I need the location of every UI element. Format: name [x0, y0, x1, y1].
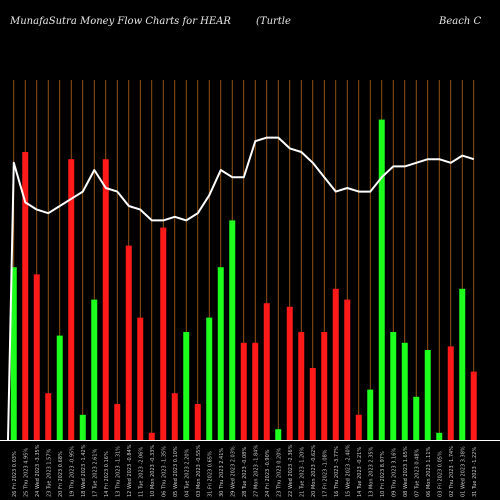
- money-flow-bar: [148, 432, 155, 440]
- x-tick-label: 23 Thu 2023 0.20%: [276, 448, 282, 497]
- x-tick-label: 20 Fri 2023 0.68%: [58, 451, 64, 497]
- money-flow-bar: [286, 306, 293, 440]
- money-flow-bar: [171, 393, 178, 440]
- x-tick-label: 03 Fri 2023 0.05%: [437, 451, 443, 497]
- x-tick-label: 25 Thu 2023 4.95%: [23, 448, 29, 497]
- money-flow-bar: [217, 267, 224, 440]
- x-tick-label: 10 Fri 2023 8.97%: [380, 451, 386, 497]
- money-flow-bar: [401, 342, 408, 440]
- money-flow-bar: [424, 350, 431, 440]
- x-tick-label: 30 Thu 2023 2.41%: [219, 448, 225, 497]
- x-tick-label: 01 Wed 2023 3.38%: [460, 446, 466, 497]
- x-tick-label: 31 Fri 2023 0.65%: [207, 451, 213, 497]
- money-flow-bar: [125, 245, 132, 440]
- money-flow-bar: [45, 393, 52, 440]
- money-flow-bar: [378, 119, 385, 440]
- x-tick-label: 22 Wed 2023 -2.36%: [288, 444, 294, 497]
- money-flow-bar: [114, 404, 121, 440]
- x-tick-label: 14 Tue 2023 -0.21%: [357, 447, 363, 497]
- x-tick-label: 26 Fri 2023 0.03%: [12, 451, 18, 497]
- x-tick-label: 09 Thu 2023 3.16%: [391, 448, 397, 497]
- x-tick-label: 04 Tue 2023 2.20%: [184, 448, 190, 497]
- x-tick-label: 19 Thu 2023 -0.95%: [69, 446, 75, 497]
- x-tick-label: 14 Fri 2023 0.16%: [104, 451, 110, 497]
- money-flow-bar: [436, 432, 443, 440]
- money-flow-bar: [229, 220, 236, 440]
- money-flow-bar: [447, 346, 454, 440]
- price-line: [7, 136, 475, 441]
- money-flow-bar: [344, 299, 351, 440]
- x-tick-label: 24 Wed 2023 -3.35%: [35, 444, 41, 497]
- x-tick-label: 24 Fri 2023 -0.90%: [265, 449, 271, 497]
- money-flow-bar: [194, 404, 201, 440]
- x-tick-label: 31 Tue 2023 -1.22%: [472, 447, 478, 497]
- x-tick-label: 28 Tue 2023 -0.08%: [242, 447, 248, 497]
- money-flow-bar: [390, 332, 397, 440]
- x-tick-label: 21 Tue 2023 -1.20%: [299, 447, 305, 497]
- money-flow-bar: [68, 159, 75, 440]
- money-flow-bar: [102, 159, 109, 440]
- money-flow-bar: [332, 288, 339, 440]
- money-flow-bar: [367, 389, 374, 440]
- chart-title: MunafaSutra Money Flow Charts for HEAR: [10, 16, 231, 27]
- x-tick-label: 18 Wed 2023 -1.42%: [81, 444, 87, 497]
- chart-title-company-tail: Beach C: [439, 16, 482, 27]
- money-flow-bar: [275, 429, 282, 440]
- x-tick-label: 06 Thu 2023 -1.35%: [161, 446, 167, 497]
- money-flow-bar: [309, 368, 316, 440]
- money-flow-bar: [183, 332, 190, 440]
- money-flow-bar: [252, 342, 259, 440]
- money-flow-bar: [10, 267, 17, 440]
- x-tick-label: 17 Fri 2023 -1.08%: [322, 449, 328, 497]
- money-flow-bar: [240, 342, 247, 440]
- x-tick-label: 17 Tue 2023 2.61%: [92, 448, 98, 497]
- money-flow-bar: [413, 396, 420, 440]
- x-tick-label: 10 Mon 2023 -0.33%: [150, 445, 156, 497]
- x-tick-label: 23 Tue 2023 1.57%: [46, 448, 52, 497]
- x-tick-label: 03 Mon 2023 -0.55%: [196, 445, 202, 497]
- money-flow-bar: [137, 317, 144, 440]
- chart-title-company: (Turtle: [256, 16, 291, 27]
- x-tick-label: 13 Mon 2023 2.35%: [368, 446, 374, 497]
- x-tick-label: 29 Wed 2023 2.03%: [230, 446, 236, 497]
- x-tick-label: 11 Tue 2023 -2.06%: [138, 447, 144, 497]
- money-flow-bar: [91, 299, 98, 440]
- x-tick-label: 13 Thu 2023 -1.31%: [115, 446, 121, 497]
- x-tick-label: 15 Wed 2023 -2.40%: [345, 444, 351, 497]
- money-flow-bar: [79, 414, 86, 440]
- x-tick-label: 08 Wed 2023 1.65%: [403, 446, 409, 497]
- x-tick-label: 27 Mon 2023 -1.84%: [253, 445, 259, 497]
- money-flow-bar: [470, 371, 477, 440]
- money-flow-bar: [56, 335, 63, 440]
- money-flow-bar: [355, 414, 362, 440]
- money-flow-bar: [459, 288, 466, 440]
- money-flow-bar: [321, 332, 328, 440]
- money-flow-bar: [160, 227, 167, 440]
- x-tick-label: 06 Mon 2023 1.11%: [426, 446, 432, 497]
- money-flow-bar: [22, 152, 29, 440]
- x-tick-label: 05 Wed 2023 0.10%: [173, 446, 179, 497]
- money-flow-bar: [33, 274, 40, 440]
- x-tick-label: 16 Thu 2023 -3.77%: [334, 446, 340, 497]
- x-tick-label: 12 Wed 2023 -0.84%: [127, 444, 133, 497]
- x-tick-label: 07 Tue 2023 0.48%: [414, 448, 420, 497]
- x-tick-label: 02 Thu 2023 -1.74%: [449, 446, 455, 497]
- x-tick-label: 20 Mon 2023 -0.62%: [311, 445, 317, 497]
- money-flow-bar: [263, 303, 270, 440]
- money-flow-bar: [206, 317, 213, 440]
- money-flow-bar: [298, 332, 305, 440]
